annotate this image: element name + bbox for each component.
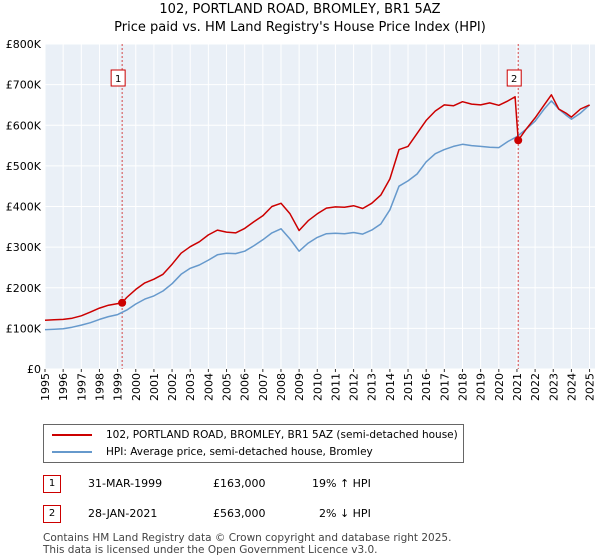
legend-label-hpi: HPI: Average price, semi-detached house,…: [106, 446, 373, 458]
footer-license: This data is licensed under the Open Gov…: [43, 544, 378, 556]
x-tick-label: 2025: [584, 373, 597, 401]
legend-item-hpi: HPI: Average price, semi-detached house,…: [52, 445, 373, 459]
x-tick-label: 2015: [402, 373, 415, 401]
legend-item-property: 102, PORTLAND ROAD, BROMLEY, BR1 5AZ (se…: [52, 428, 458, 442]
x-tick-label: 2014: [384, 373, 397, 401]
legend: 102, PORTLAND ROAD, BROMLEY, BR1 5AZ (se…: [43, 424, 464, 463]
series-line-property: [44, 94, 590, 322]
x-tick-label: 1999: [112, 373, 125, 401]
transaction-hpi-1: 19% ↑ HPI: [312, 477, 371, 490]
x-tick-label: 2013: [366, 373, 379, 401]
transaction-price-2: £563,000: [213, 507, 266, 520]
legend-swatch-blue: [52, 451, 92, 453]
x-tick-label: 2023: [547, 373, 560, 401]
y-tick-label: £300K: [6, 241, 42, 254]
sale-point-1: [118, 298, 127, 307]
y-tick-label: £700K: [6, 79, 42, 92]
transaction-badge-2: 2: [43, 505, 61, 523]
marker-label-2: 2: [511, 74, 517, 85]
footer-copyright: Contains HM Land Registry data © Crown c…: [43, 532, 452, 544]
x-tick-label: 2024: [565, 373, 578, 401]
price-chart: 1 2 £0 £100K £200K £300K £400K £500K £600K £700K £…: [6, 38, 597, 401]
x-tick-label: 2012: [348, 373, 361, 401]
transaction-date-1: 31-MAR-1999: [88, 477, 163, 490]
legend-swatch-red: [52, 434, 92, 436]
x-tick-label: 2022: [529, 373, 542, 401]
x-tick-label: 2017: [438, 373, 451, 401]
x-tick-label: 2008: [275, 373, 288, 401]
sale-point-2: [514, 136, 523, 145]
x-tick-label: 1997: [75, 373, 88, 401]
x-tick-label: 2004: [202, 373, 215, 401]
y-tick-label: £500K: [6, 160, 42, 173]
transaction-date-2: 28-JAN-2021: [88, 507, 158, 520]
chart-title: 102, PORTLAND ROAD, BROMLEY, BR1 5AZ: [159, 2, 441, 17]
series-line-hpi: [44, 100, 591, 331]
x-tick-label: 2009: [293, 373, 306, 401]
x-tick-label: 2021: [511, 373, 524, 401]
y-tick-label: £200K: [6, 282, 42, 295]
y-tick-label: £0: [27, 363, 41, 376]
x-tick-label: 2010: [311, 373, 324, 401]
x-tick-label: 2019: [475, 373, 488, 401]
x-tick-label: 2020: [493, 373, 506, 401]
chart-subtitle: Price paid vs. HM Land Registry's House …: [114, 20, 486, 35]
x-tick-label: 2018: [456, 373, 469, 401]
x-tick-label: 2003: [184, 373, 197, 401]
footer: Contains HM Land Registry data © Crown c…: [43, 532, 451, 556]
x-tick-label: 2011: [329, 373, 342, 401]
x-tick-label: 2001: [148, 373, 161, 401]
y-tick-label: £600K: [6, 119, 42, 132]
transaction-price-1: £163,000: [213, 477, 266, 490]
x-tick-label: 1998: [93, 373, 106, 401]
x-tick-label: 1996: [57, 373, 70, 401]
marker-box-2: [506, 69, 522, 87]
marker-box-1: [110, 69, 126, 87]
y-tick-label: £800K: [6, 38, 42, 51]
x-tick-label: 2006: [239, 373, 252, 401]
transaction-badge-1: 1: [43, 475, 61, 493]
x-tick-label: 2005: [221, 373, 234, 401]
transaction-hpi-2: 2% ↓ HPI: [319, 507, 371, 520]
x-tick-label: 2002: [166, 373, 179, 401]
marker-label-1: 1: [115, 74, 121, 85]
y-tick-label: £400K: [6, 201, 42, 214]
y-tick-label: £100K: [6, 322, 42, 335]
legend-label-property: 102, PORTLAND ROAD, BROMLEY, BR1 5AZ (se…: [106, 429, 458, 441]
x-tick-label: 2016: [420, 373, 433, 401]
x-tick-label: 2000: [130, 373, 143, 401]
x-tick-label: 2007: [257, 373, 270, 401]
x-tick-label: 1995: [39, 373, 52, 401]
